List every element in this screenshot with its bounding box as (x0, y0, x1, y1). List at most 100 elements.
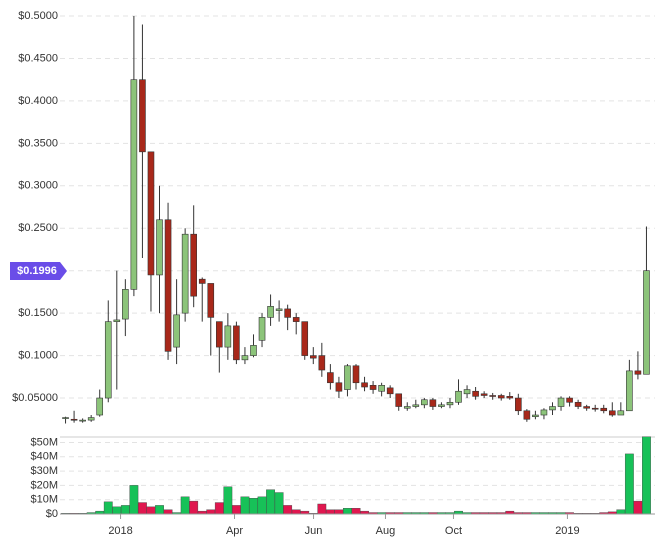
candle-body (104, 321, 112, 399)
volume-bar (266, 489, 275, 515)
candle-body (122, 289, 129, 320)
y-tick-label: $0.4500 (18, 52, 58, 64)
candle-body (275, 308, 283, 311)
volume-bar (334, 509, 344, 515)
candle-body (617, 410, 625, 416)
candle-body (156, 219, 163, 276)
candle-body (309, 355, 317, 359)
candle-body (566, 397, 573, 403)
candle-body (634, 370, 642, 375)
candle-body (96, 397, 104, 416)
volume-bar (189, 500, 199, 515)
candle-body (515, 397, 522, 412)
candle-body (267, 306, 274, 318)
y2-tick-label: $40M (30, 451, 58, 463)
candle-body (403, 406, 411, 409)
candle-body (480, 393, 488, 396)
y-tick-label: $0.1500 (18, 307, 58, 319)
candle-body (79, 419, 86, 422)
candle-body (361, 382, 368, 388)
candle-body (369, 385, 377, 390)
volume-bar (112, 506, 122, 515)
candle-body (540, 409, 548, 416)
price-marker-label: $0.1996 (17, 265, 57, 277)
candle-body (412, 404, 420, 407)
y-tick-label: $0.3500 (18, 137, 58, 149)
y-tick-label: $0.3000 (18, 180, 58, 192)
candle-body (600, 407, 608, 412)
candle-body (164, 219, 172, 352)
candle-body (532, 414, 539, 418)
y-tick-label: $0.4000 (18, 95, 58, 107)
y-tick-label: $0.5000 (18, 10, 58, 22)
x-tick-label: 2018 (108, 525, 132, 537)
volume-bar (138, 502, 147, 515)
volume-bar (120, 505, 130, 515)
y-tick-label: $0.1000 (18, 349, 58, 361)
candle-body (284, 308, 291, 318)
candle-body (421, 399, 428, 406)
candle-body (181, 233, 189, 314)
x-tick-label: Oct (445, 525, 462, 537)
candle-body (429, 399, 437, 407)
candle-body (301, 321, 309, 356)
candle-body (241, 355, 249, 361)
volume-bar (231, 505, 241, 515)
volume-bar (214, 502, 224, 515)
volume-bar (223, 486, 233, 515)
volume-bar (642, 436, 651, 515)
candle-body (139, 79, 146, 153)
candle-body (130, 79, 138, 290)
volume-bar (249, 498, 258, 515)
volume-bar (343, 508, 352, 515)
candle-body (608, 410, 616, 416)
candle-body (258, 317, 266, 341)
candle-body (557, 397, 565, 407)
candle-body (463, 389, 471, 395)
candle-body (395, 393, 403, 407)
volume-bar (155, 505, 164, 515)
candle-body (87, 417, 95, 421)
y-tick-label: $0.2500 (18, 222, 58, 234)
candle-body (574, 401, 582, 407)
volume-bar (103, 501, 113, 515)
y2-tick-label: $0 (46, 508, 58, 520)
candle-body (292, 317, 300, 322)
candle-body (455, 390, 462, 403)
volume-bar (291, 509, 301, 515)
volume-bar (351, 508, 361, 515)
volume-bar (129, 485, 139, 515)
candle-body (438, 404, 445, 407)
candle-body (523, 410, 531, 420)
candle-body (70, 418, 78, 421)
candle-body (207, 283, 215, 318)
candle-body (327, 372, 334, 384)
candle-body (344, 365, 351, 390)
price-marker (10, 262, 67, 281)
candle-body (591, 407, 599, 410)
candle-body (489, 395, 496, 397)
candle-body (147, 151, 155, 276)
candle-body (233, 325, 240, 361)
volume-bar (206, 509, 216, 515)
candle-body (318, 355, 326, 371)
candle-body (62, 417, 69, 419)
candle-body (335, 382, 343, 392)
y2-tick-label: $50M (30, 436, 58, 448)
x-tick-label: 2019 (555, 525, 579, 537)
candle-body (472, 390, 479, 397)
volume-bar (325, 509, 335, 515)
volume-bar (274, 492, 284, 515)
volume-bar (163, 509, 173, 515)
volume-bar (317, 503, 327, 515)
x-tick-label: Jun (305, 525, 323, 537)
candle-body (506, 396, 514, 399)
candle-body (250, 345, 257, 356)
volume-bar (624, 453, 634, 515)
y-tick-label: $0.05000 (12, 392, 58, 404)
volume-bar (180, 496, 190, 515)
candle-body (216, 321, 223, 348)
volume-bar (257, 496, 267, 515)
